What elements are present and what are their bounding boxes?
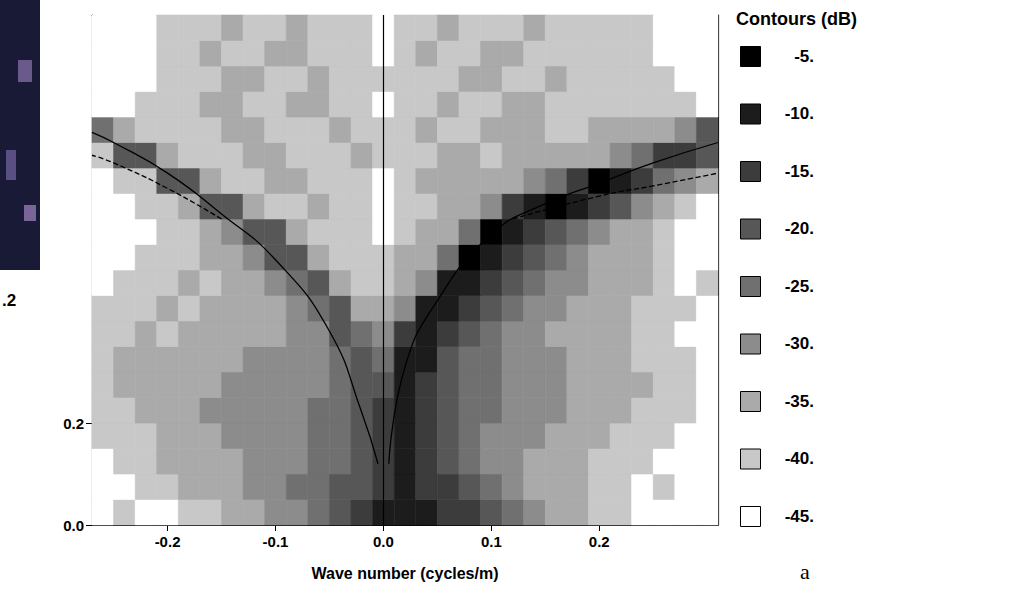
svg-text:-5.: -5. [794, 47, 814, 66]
svg-text:-25.: -25. [785, 277, 814, 296]
svg-text:-30.: -30. [785, 334, 814, 353]
svg-text:.2: .2 [2, 291, 16, 310]
svg-text:a: a [800, 559, 810, 584]
svg-text:Wave number (cycles/m): Wave number (cycles/m) [311, 565, 498, 582]
svg-text:0.0: 0.0 [63, 517, 84, 534]
svg-text:-40.: -40. [785, 449, 814, 468]
svg-text:-35.: -35. [785, 392, 814, 411]
svg-text:Contours (dB): Contours (dB) [736, 9, 857, 29]
svg-text:-20.: -20. [785, 219, 814, 238]
svg-text:-15.: -15. [785, 162, 814, 181]
svg-text:0.0: 0.0 [373, 533, 394, 550]
svg-text:-10.: -10. [785, 104, 814, 123]
svg-text:-0.1: -0.1 [263, 533, 289, 550]
svg-text:-0.2: -0.2 [155, 533, 181, 550]
svg-text:0.2: 0.2 [63, 415, 84, 432]
svg-text:-45.: -45. [785, 507, 814, 526]
svg-text:0.1: 0.1 [481, 533, 502, 550]
svg-text:0.2: 0.2 [589, 533, 610, 550]
